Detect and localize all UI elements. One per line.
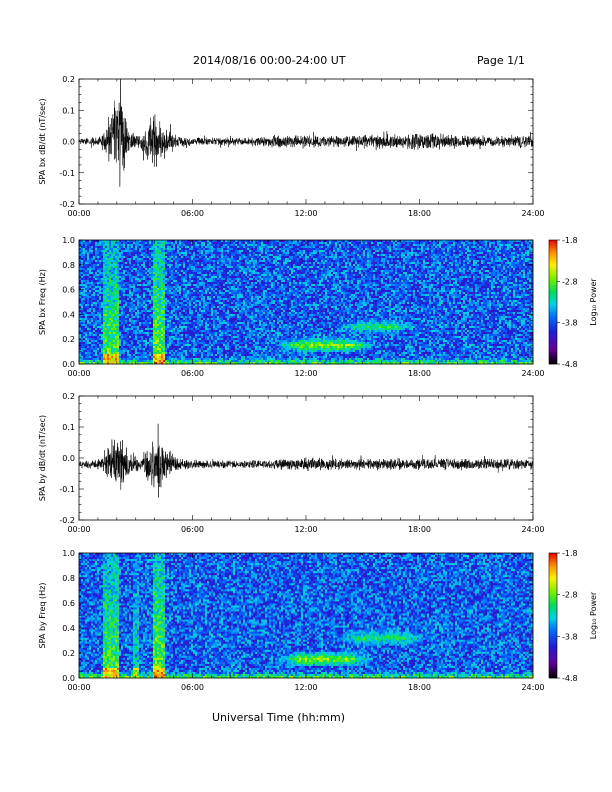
colorbar-label: Log₁₀ Power — [589, 278, 598, 326]
panel-4-colorbar: -1.8 -2.8 -3.8 -4.8 Log₁₀ Power — [548, 549, 598, 683]
x-axis-title: Universal Time (hh:mm) — [212, 711, 345, 724]
panel-4-x-tick-label: 06:00 — [181, 683, 204, 692]
panel-3-y-tick-label: 0.2 — [62, 392, 75, 401]
panel-2-spectrogram — [79, 240, 534, 365]
panel-2-y-tick-label: 0.6 — [62, 286, 75, 295]
panel-4-x-tick-label: 24:00 — [521, 683, 544, 692]
panel-2-axes: 00:00 06:00 12:00 18:00 24:00 1.0 0.8 0.6 0.4 0.2… — [38, 236, 545, 378]
panel-1-y-tick-label: -0.1 — [59, 169, 75, 178]
colorbar-tick-label: -4.8 — [562, 360, 578, 369]
panel-4-y-tick-label: 1.0 — [62, 549, 75, 558]
panel-3-x-tick-label: 24:00 — [521, 525, 544, 534]
panel-3-y-tick-label: 0.1 — [62, 423, 75, 432]
colorbar-tick-label: -2.8 — [562, 591, 578, 600]
panel-3-time-series — [78, 423, 534, 498]
panel-2-x-tick-label: 12:00 — [294, 369, 317, 378]
panel-3-x-tick-label: 18:00 — [408, 525, 431, 534]
panel-4-y-tick-label: 0.4 — [62, 624, 75, 633]
panel-4-spectrogram — [79, 553, 534, 679]
panel-1-y-tick-label: 0.1 — [62, 106, 75, 115]
panel-3-y-tick-label: -0.1 — [59, 485, 75, 494]
plot-title: 2014/08/16 00:00-24:00 UT — [193, 54, 346, 67]
panel-4-y-axis-label: SPA by Freq (Hz) — [38, 583, 47, 649]
panel-1-x-tick-label: 24:00 — [521, 209, 544, 218]
panel-3-y-axis-label: SPA by dB/dt (nT/sec) — [38, 415, 47, 501]
panel-3-x-tick-label: 06:00 — [181, 525, 204, 534]
panel-1-x-tick-label: 18:00 — [408, 209, 431, 218]
panel-4-y-tick-label: 0.2 — [62, 649, 75, 658]
colorbar-tick-label: -1.8 — [562, 236, 578, 245]
panel-3-y-tick-label: 0.0 — [62, 454, 75, 463]
panel-4-y-tick-label: 0.8 — [62, 574, 75, 583]
panel-2-y-tick-label: 0.0 — [62, 360, 75, 369]
panel-1-x-tick-label: 12:00 — [294, 209, 317, 218]
panel-4-axes: 00:00 06:00 12:00 18:00 24:00 1.0 0.8 0.6 0.4 0.2… — [38, 549, 545, 692]
panel-3-axes: 00:00 06:00 12:00 18:00 24:00 0.2 0.1 0.0 -0.1 -0… — [38, 392, 545, 534]
panel-4-y-tick-label: 0.6 — [62, 599, 75, 608]
panel-4-y-tick-label: 0.0 — [62, 674, 75, 683]
panel-1-y-axis-label: SPA bx dB/dt (nT/sec) — [38, 98, 47, 184]
colorbar-tick-label: -4.8 — [562, 674, 578, 683]
panel-2-x-tick-label: 18:00 — [408, 369, 431, 378]
panel-2-y-tick-label: 0.4 — [62, 310, 75, 319]
panel-4-x-tick-label: 12:00 — [294, 683, 317, 692]
panel-1-y-tick-label: 0.0 — [62, 138, 75, 147]
panel-2-y-tick-label: 0.8 — [62, 261, 75, 270]
panel-3-x-tick-label: 00:00 — [67, 525, 90, 534]
panel-1-y-tick-label: 0.2 — [62, 75, 75, 84]
panel-2-y-axis-label: SPA bx Freq (Hz) — [38, 269, 47, 335]
panel-2-y-tick-label: 1.0 — [62, 236, 75, 245]
panel-1-time-series — [78, 78, 534, 187]
panel-1-axes: 00:00 06:00 12:00 18:00 24:00 0.2 0.1 0.0 -0.1 -0… — [38, 75, 545, 218]
panel-2-colorbar: -1.8 -2.8 -3.8 -4.8 Log₁₀ Power — [548, 236, 598, 369]
panel-3-x-tick-label: 12:00 — [294, 525, 317, 534]
panel-1-x-tick-label: 06:00 — [181, 209, 204, 218]
panel-3-y-tick-label: -0.2 — [59, 516, 75, 525]
panel-1-y-tick-label: -0.2 — [59, 200, 75, 209]
panel-1-x-tick-label: 00:00 — [67, 209, 90, 218]
colorbar-tick-label: -2.8 — [562, 277, 578, 286]
page-indicator: Page 1/1 — [477, 54, 525, 67]
colorbar-tick-label: -3.8 — [562, 319, 578, 328]
panel-2-x-tick-label: 00:00 — [67, 369, 90, 378]
panel-2-x-tick-label: 24:00 — [521, 369, 544, 378]
panel-2-y-tick-label: 0.2 — [62, 335, 75, 344]
panel-2-x-tick-label: 06:00 — [181, 369, 204, 378]
colorbar-tick-label: -1.8 — [562, 549, 578, 558]
panel-4-x-tick-label: 00:00 — [67, 683, 90, 692]
panel-4-x-tick-label: 18:00 — [408, 683, 431, 692]
colorbar-tick-label: -3.8 — [562, 632, 578, 641]
colorbar-label: Log₁₀ Power — [589, 591, 598, 639]
